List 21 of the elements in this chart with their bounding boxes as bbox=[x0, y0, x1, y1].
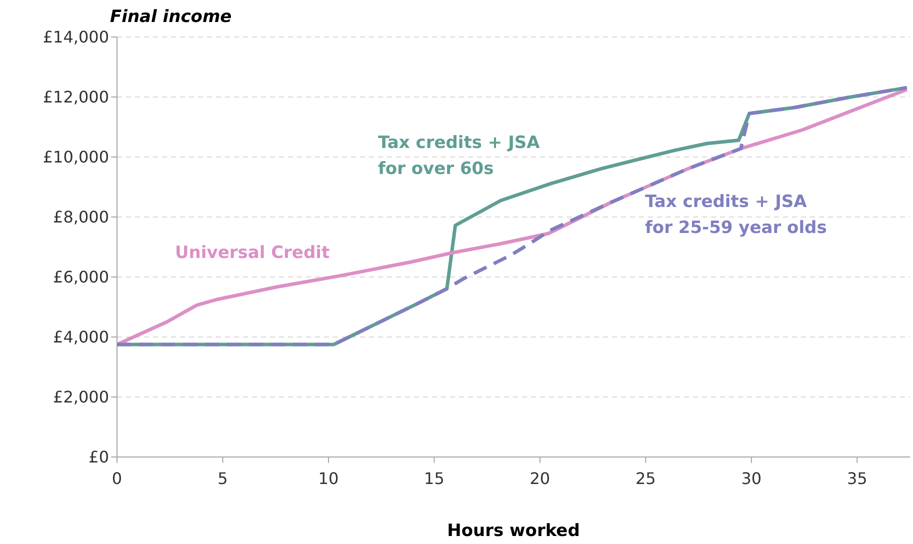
y-tick-label: £6,000 bbox=[53, 268, 109, 287]
y-tick-label: £4,000 bbox=[53, 328, 109, 347]
y-tick-label: £8,000 bbox=[53, 208, 109, 227]
series-label: Tax credits + JSA for 25-59 year olds bbox=[645, 192, 827, 238]
series-label: Tax credits + JSA for over 60s bbox=[378, 133, 541, 179]
x-tick-label: 30 bbox=[741, 469, 762, 488]
x-tick-label: 10 bbox=[318, 469, 339, 488]
x-tick-label: 0 bbox=[112, 469, 122, 488]
x-tick-label: 25 bbox=[635, 469, 656, 488]
x-tick-label: 35 bbox=[846, 469, 868, 488]
x-tick-label: 20 bbox=[530, 469, 550, 488]
series-label: Universal Credit bbox=[175, 243, 330, 263]
y-tick-label: £14,000 bbox=[42, 28, 109, 47]
x-tick-label: 15 bbox=[424, 469, 444, 488]
y-tick-label: £0 bbox=[88, 448, 109, 467]
y-tick-label: £2,000 bbox=[53, 388, 109, 407]
y-tick-label: £10,000 bbox=[42, 148, 109, 167]
y-tick-label: £12,000 bbox=[42, 88, 109, 107]
x-tick-label: 5 bbox=[218, 469, 228, 488]
x-axis-title: Hours worked bbox=[447, 521, 580, 541]
y-axis-title: Final income bbox=[110, 7, 232, 27]
